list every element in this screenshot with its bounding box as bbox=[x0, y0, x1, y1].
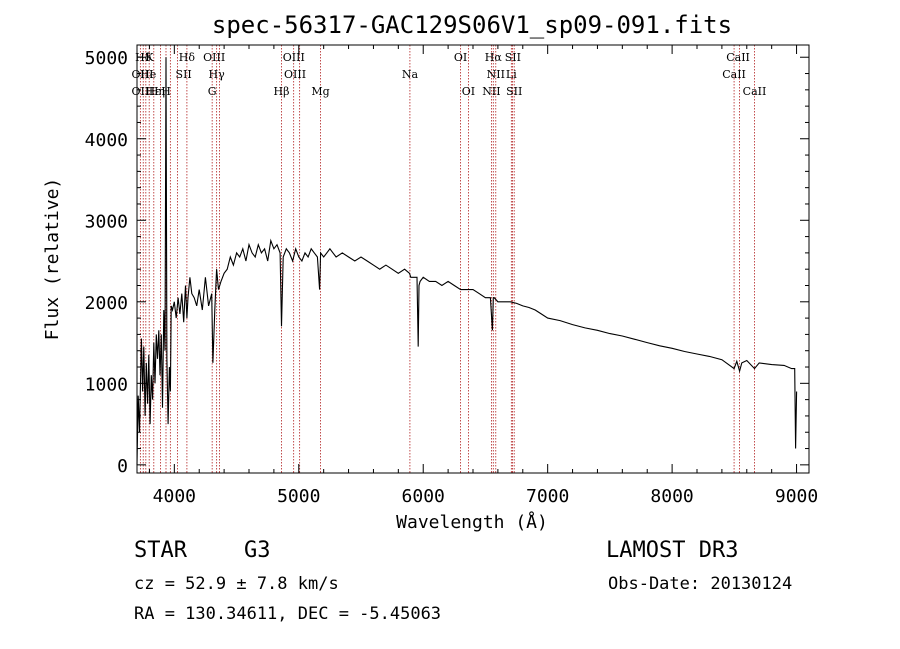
chart-title: spec-56317-GAC129S06V1_sp09-091.fits bbox=[212, 11, 732, 39]
x-tick-label: 6000 bbox=[402, 486, 445, 507]
marker-label: OII bbox=[132, 85, 150, 98]
y-axis: 0 1000 2000 3000 4000 5000 bbox=[85, 48, 809, 477]
marker-label: NII bbox=[487, 68, 505, 81]
x-tick-label: 5000 bbox=[277, 486, 320, 507]
y-tick-label: 5000 bbox=[85, 48, 128, 69]
y-tick-label: 4000 bbox=[85, 130, 128, 151]
plot-frame bbox=[136, 44, 810, 474]
marker-label: Hβ bbox=[274, 85, 290, 98]
object-class: STAR bbox=[134, 538, 187, 563]
marker-label: OIII bbox=[284, 68, 306, 81]
x-axis: 4000 5000 6000 7000 8000 9000 bbox=[148, 45, 818, 507]
marker-label: G bbox=[208, 85, 217, 98]
x-axis-label: Wavelength (Å) bbox=[396, 511, 548, 533]
marker-label: OI bbox=[462, 85, 475, 98]
y-tick-label: 0 bbox=[117, 456, 128, 477]
marker-label: Hα bbox=[485, 51, 503, 64]
survey-name: LAMOST DR3 bbox=[606, 538, 739, 563]
marker-label: Na bbox=[402, 68, 419, 81]
y-tick-label: 3000 bbox=[85, 211, 128, 232]
marker-label: Li bbox=[506, 68, 517, 81]
marker-label: Mg bbox=[311, 85, 329, 98]
redshift-velocity: cz = 52.9 ± 7.8 km/s bbox=[134, 574, 339, 594]
marker-label: SII bbox=[505, 51, 521, 64]
marker-label: He bbox=[140, 68, 156, 81]
y-tick-label: 2000 bbox=[85, 293, 128, 314]
marker-label: Hδ bbox=[179, 51, 196, 64]
observation-date: Obs-Date: 20130124 bbox=[608, 574, 793, 594]
marker-label: SII bbox=[176, 68, 192, 81]
marker-label: CaII bbox=[743, 85, 767, 98]
marker-label: CaII bbox=[722, 68, 746, 81]
y-tick-label: 1000 bbox=[85, 374, 128, 395]
object-subclass: G3 bbox=[244, 538, 271, 563]
marker-label: OI bbox=[454, 51, 467, 64]
marker-label: NII bbox=[482, 85, 500, 98]
marker-label: OIII bbox=[203, 51, 225, 64]
x-tick-label: 4000 bbox=[153, 486, 196, 507]
marker-label: K bbox=[145, 51, 154, 64]
marker-label: SII bbox=[506, 85, 522, 98]
spectrum-line bbox=[136, 57, 798, 465]
marker-label: Hε bbox=[146, 85, 162, 98]
marker-label: OII bbox=[132, 68, 150, 81]
marker-label: Hγ bbox=[209, 68, 226, 81]
x-tick-label: 8000 bbox=[650, 486, 693, 507]
marker-label: I bbox=[149, 68, 153, 81]
x-tick-label: 9000 bbox=[775, 486, 818, 507]
marker-label: Hη bbox=[149, 85, 165, 98]
marker-label: OIII bbox=[283, 51, 305, 64]
x-tick-label: 7000 bbox=[526, 486, 569, 507]
sky-coordinates: RA = 130.34611, DEC = -5.45063 bbox=[134, 604, 442, 624]
marker-label: CaII bbox=[726, 51, 750, 64]
y-axis-label: Flux (relative) bbox=[42, 178, 63, 341]
